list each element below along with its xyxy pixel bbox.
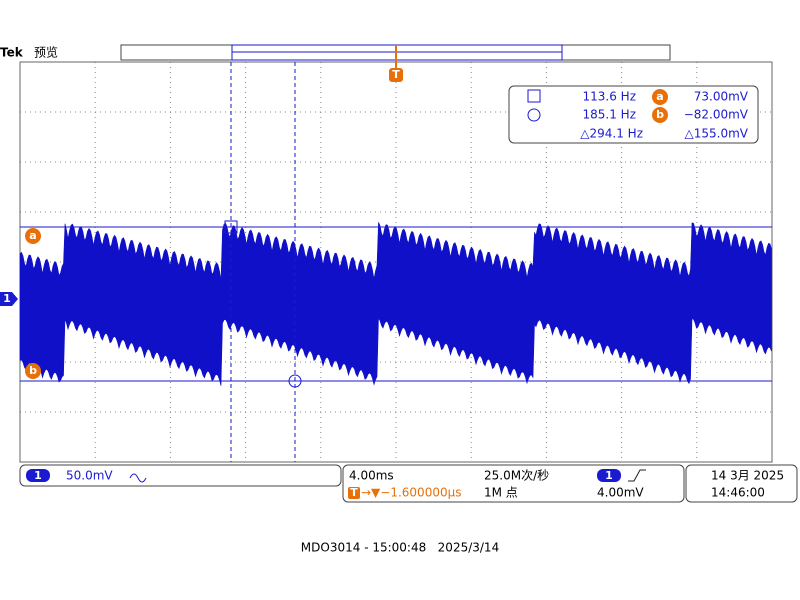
- trigger-source-badge: [597, 469, 621, 482]
- trigger-badge: [389, 68, 403, 82]
- trigger-position: →▼−1.600000µs: [361, 486, 461, 500]
- readout-circle: [527, 108, 541, 122]
- cursor-b-label: b: [29, 364, 37, 377]
- time: 14:46:00: [711, 486, 765, 500]
- channel-number: 1: [34, 469, 42, 482]
- channel-marker: [0, 292, 18, 306]
- channel-box: [19, 464, 342, 487]
- slope-icon: [628, 469, 646, 482]
- cursor-square: [224, 220, 238, 234]
- readout-b-badge: [652, 107, 668, 123]
- record-length: 1M 点: [484, 486, 518, 500]
- trigger-label: T: [392, 68, 400, 81]
- trigger-source: 1: [605, 469, 613, 482]
- readout-freq: 113.6 Hz: [583, 90, 637, 104]
- readout-a-badge: [652, 89, 668, 105]
- mode: 预览: [34, 45, 58, 60]
- channel-scale: 50.0mV: [66, 469, 113, 483]
- readout-a-label: a: [656, 90, 663, 103]
- date: 14 3月 2025: [711, 469, 784, 483]
- waveform: [19, 222, 772, 386]
- channel-badge: [26, 469, 50, 482]
- cursor-circle: [288, 374, 302, 388]
- sample-rate: 25.0M次/秒: [484, 469, 549, 483]
- time-scale: 4.00ms: [349, 469, 394, 483]
- bw-icon: [129, 473, 147, 483]
- readout-volt: −82.00mV: [684, 108, 749, 122]
- readout-delta-freq: △294.1 Hz: [580, 127, 643, 141]
- cursor-a-label: a: [29, 229, 36, 242]
- readout-volt: 73.00mV: [694, 90, 749, 104]
- position-marker: T: [350, 486, 358, 499]
- position-badge: [348, 487, 360, 499]
- cursor-b-badge: [25, 363, 41, 379]
- readout-box: [508, 85, 759, 144]
- datetime-box: [685, 464, 798, 503]
- trigger-level: 4.00mV: [597, 486, 644, 500]
- readout-delta-volt: △155.0mV: [685, 127, 749, 141]
- readout-b-label: b: [656, 108, 664, 121]
- readout-square: [527, 89, 541, 103]
- cursor-a-badge: [25, 228, 41, 244]
- brand: Tek: [0, 46, 24, 60]
- channel-marker-label: 1: [3, 292, 11, 305]
- readout-freq: 185.1 Hz: [583, 108, 637, 122]
- footer: MDO3014 - 15:00:48 2025/3/14: [301, 541, 499, 555]
